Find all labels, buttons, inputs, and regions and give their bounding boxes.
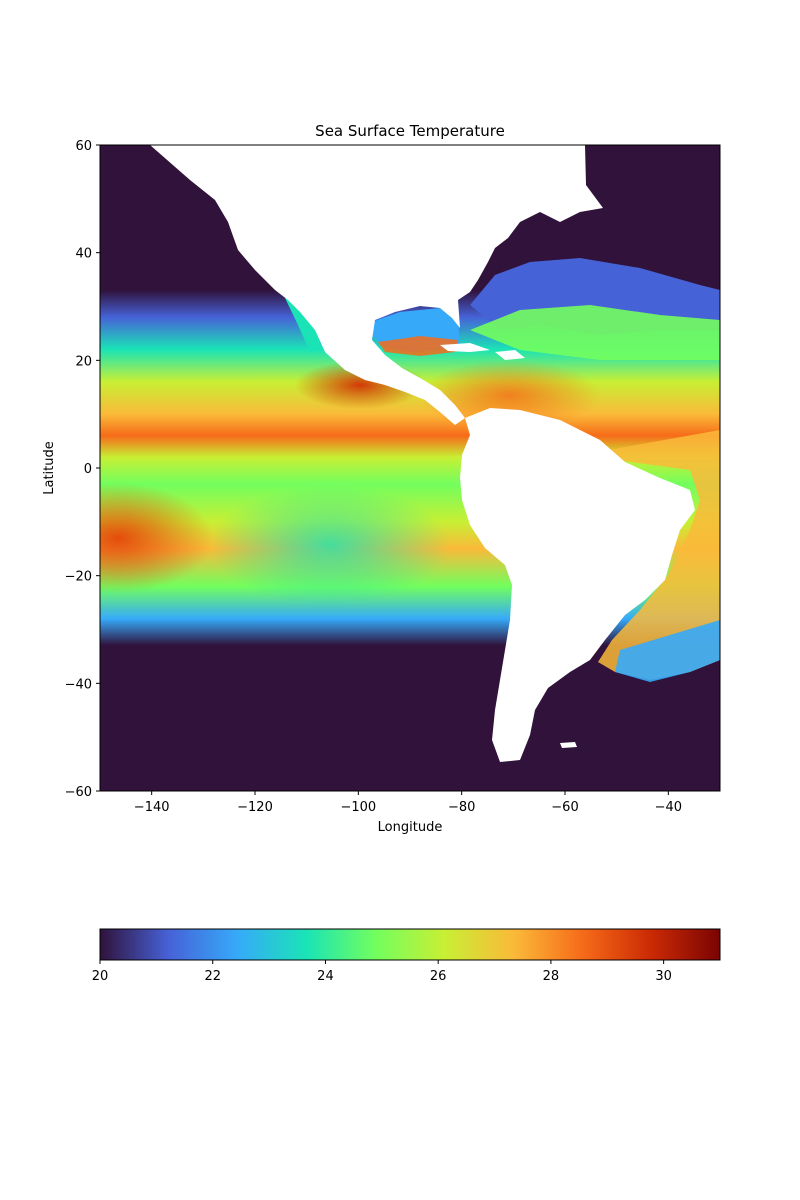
sst-south-atlantic-cool-edge	[615, 620, 720, 682]
y-tick-label: −60	[65, 785, 92, 800]
y-tick-label: 40	[75, 247, 92, 262]
land-hispaniola	[495, 350, 525, 360]
y-tick-label: 60	[75, 139, 92, 154]
colorbar-tick-label: 30	[655, 969, 672, 984]
land-cuba	[440, 343, 490, 352]
land-south-america	[460, 408, 695, 762]
colorbar-ticks: 20 22 24 26 28 30	[92, 960, 672, 984]
y-tick-label: −20	[65, 570, 92, 585]
land-greenland	[458, 145, 585, 168]
y-tick-label: −40	[65, 677, 92, 692]
warm-spot-south-pacific	[100, 483, 213, 593]
sst-gulf-warm	[378, 336, 458, 356]
land-mask	[150, 145, 695, 762]
land-north-america	[150, 145, 603, 425]
map-plot-area	[100, 145, 720, 791]
x-tick-label: −120	[237, 800, 273, 815]
warm-spot-caribbean	[420, 360, 600, 430]
colorbar	[99, 928, 721, 961]
sst-south-atlantic	[580, 430, 720, 680]
sst-north-atlantic-mid	[470, 305, 720, 360]
sst-baja-coast	[285, 298, 322, 352]
colorbar-tick-label: 22	[204, 969, 221, 984]
y-axis-label: Latitude	[42, 441, 57, 495]
x-tick-label: −100	[340, 800, 376, 815]
x-tick-label: −80	[448, 800, 475, 815]
y-tick-label: 20	[75, 354, 92, 369]
x-tick-label: −60	[551, 800, 578, 815]
colorbar-tick-label: 28	[543, 969, 560, 984]
chart-title: Sea Surface Temperature	[315, 122, 505, 140]
cool-tongue-south-pacific	[210, 485, 450, 605]
y-tick-label: 0	[84, 462, 92, 477]
x-tick-label: −140	[134, 800, 170, 815]
land-falklands	[560, 742, 577, 748]
x-tick-label: −40	[655, 800, 682, 815]
y-axis-ticks: −60 −40 −20 0 20 40 60	[65, 139, 100, 800]
x-axis-label: Longitude	[378, 820, 443, 835]
colorbar-tick-label: 24	[317, 969, 334, 984]
x-axis-ticks: −140 −120 −100 −80 −60 −40	[134, 791, 682, 815]
colorbar-tick-label: 26	[430, 969, 447, 984]
colorbar-tick-label: 20	[92, 969, 109, 984]
